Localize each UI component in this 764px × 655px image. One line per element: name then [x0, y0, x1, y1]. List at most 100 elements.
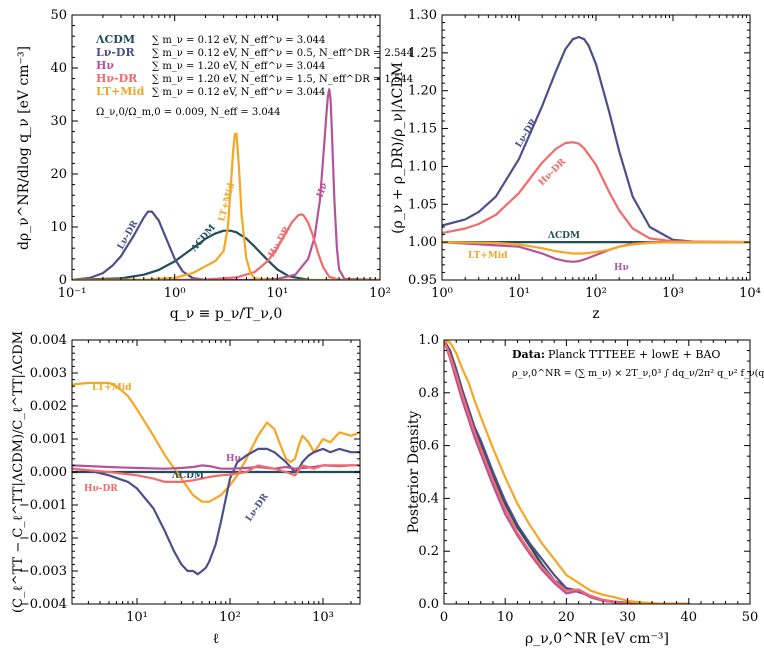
x-tick-label: 10⁴	[739, 286, 761, 301]
y-tick-label: 1.30	[408, 8, 437, 23]
panel-bottom-right-xlabel: ρ_ν,0^NR [eV cm⁻³]	[525, 631, 669, 647]
y-tick-label: 1.0	[418, 333, 439, 348]
legend-key-hnu: Hν	[96, 59, 114, 72]
y-tick-label: 10	[50, 220, 67, 235]
x-tick-label: 30	[619, 610, 636, 625]
x-tick-label: 10⁻¹	[58, 286, 87, 301]
y-tick-label: 0.001	[30, 432, 67, 447]
y-tick-label: 0.003	[30, 366, 67, 381]
series-lcdm-line	[72, 229, 310, 280]
series-hnu-line	[444, 340, 690, 604]
panel-top-left: 0 10 20 30 40 50 10⁻¹ 10⁰ 10¹ 10² ΛCDM ∑ m_ν = 0.…	[16, 8, 413, 322]
x-tick-label: 10¹	[126, 610, 148, 625]
y-tick-label: 50	[50, 8, 67, 23]
panel-top-right-series	[442, 35, 750, 263]
y-tick-label: −0.004	[19, 597, 67, 612]
x-tick-label: 10²	[219, 610, 241, 625]
annotation-ltmid-2: LT+Mid	[468, 251, 508, 261]
panel-bottom-right-ylabel: Posterior Density	[406, 410, 422, 533]
legend-note: Ω_ν,0/Ω_m,0 = 0.009, N_eff = 3.044	[96, 107, 280, 118]
y-tick-label: 20	[50, 167, 67, 182]
x-tick-label: 10	[497, 610, 514, 625]
panel-top-left-ylabel: dρ_ν^NR/dlog q_ν [eV cm⁻³]	[16, 46, 32, 250]
y-tick-label: 1.25	[408, 46, 437, 61]
panel-top-right-ticks: 0.95 1.00 1.05 1.10 1.15 1.20 1.25 1.30 10⁰ 10¹ 10…	[408, 8, 761, 301]
annotation-lnudr: Lν-DR	[116, 219, 141, 252]
annotation-lcdm-3: ΛCDM	[171, 471, 204, 481]
x-tick-label: 10¹	[508, 286, 530, 301]
x-tick-label: 10³	[312, 610, 334, 625]
panel-top-right: 0.95 1.00 1.05 1.10 1.15 1.20 1.25 1.30 10⁰ 10¹ 10…	[390, 8, 761, 322]
series-lcdm-line	[444, 340, 690, 604]
series-hnudr-line	[72, 213, 380, 280]
panel-top-right-xlabel: z	[592, 306, 599, 322]
series-hnudr-line	[442, 141, 750, 244]
y-tick-label: 1.00	[408, 235, 437, 250]
x-tick-label: 10¹	[266, 286, 288, 301]
panel-top-left-ticks: 0 10 20 30 40 50 10⁻¹ 10⁰ 10¹ 10²	[50, 8, 390, 301]
legend-key-ltmid: LT+Mid	[96, 85, 145, 98]
legend-text-hnudr: ∑ m_ν = 1.20 eV, N_eff^ν = 1.5, N_eff^DR…	[152, 74, 413, 85]
x-tick-label: 20	[558, 610, 575, 625]
y-tick-label: 0.0	[418, 597, 439, 612]
annotation-hnu: Hν	[315, 182, 329, 199]
data-label: Data:	[512, 348, 545, 361]
x-tick-label: 0	[440, 610, 448, 625]
legend-text-lnudr: ∑ m_ν = 0.12 eV, N_eff^ν = 0.5, N_eff^DR…	[152, 48, 413, 59]
panel-top-right-ylabel: (ρ_ν + ρ_DR)/ρ_ν|ΛCDM	[390, 62, 406, 234]
panel-top-right-frame	[441, 14, 751, 281]
panel-bottom-right-ticks: 0.0 0.2 0.4 0.6 0.8 1.0 0 10 20 30 40 50	[418, 333, 758, 625]
x-tick-label: 40	[681, 610, 698, 625]
y-tick-label: 0.6	[418, 439, 439, 454]
series-ltmid-line	[442, 241, 750, 255]
x-tick-label: 10³	[662, 286, 684, 301]
annotation-ltmid: LT+Mid	[217, 181, 237, 222]
y-tick-label: 1.20	[408, 84, 437, 99]
legend-text-lcdm: ∑ m_ν = 0.12 eV, N_eff^ν = 3.044	[152, 35, 325, 46]
series-ltmid-line	[444, 340, 690, 604]
legend-key-hnudr: Hν-DR	[96, 72, 138, 85]
y-tick-label: 1.15	[408, 122, 437, 137]
y-tick-label: −0.001	[19, 498, 67, 513]
series-hnudr-line	[444, 340, 690, 604]
formula: ρ_ν,0^NR = (∑ m_ν) × 2T_ν,0³ ∫ dq_ν/2π² …	[512, 368, 764, 379]
x-tick-label: 10²	[585, 286, 607, 301]
panel-top-left-series	[72, 88, 380, 280]
annotation-lnudr-2: Lν-DR	[514, 117, 539, 150]
panel-bottom-left-ticks: −0.004 −0.003 −0.002 −0.001 0.000 0.001 0.002 0…	[19, 333, 360, 625]
annotation-lcdm-2: ΛCDM	[547, 231, 580, 241]
y-tick-label: −0.002	[19, 531, 67, 546]
annotation-ltmid-3: LT+Mid	[92, 383, 132, 393]
panel-bottom-right-frame	[443, 339, 751, 605]
panel-top-left-legend: ΛCDM ∑ m_ν = 0.12 eV, N_eff^ν = 3.044 Lν…	[95, 33, 413, 118]
y-tick-label: 1.05	[408, 197, 437, 212]
annotation-hnudr: Hν-DR	[267, 225, 293, 260]
series-lnudr-line	[72, 447, 360, 576]
series-ltmid-line	[72, 132, 380, 280]
x-tick-label: 50	[742, 610, 759, 625]
panel-bottom-left-ylabel: (C_ℓ^TT − C_ℓ^TT|ΛCDM)/C_ℓ^TT|ΛCDM	[11, 331, 26, 613]
annotation-lcdm: ΛCDM	[189, 223, 218, 255]
y-tick-label: 0.004	[30, 333, 67, 348]
y-tick-label: 0.2	[418, 544, 439, 559]
x-tick-label: 10⁰	[431, 286, 453, 301]
data-text: Planck TTTEEE + lowE + BAO	[548, 348, 720, 361]
legend-key-lnudr: Lν-DR	[96, 46, 135, 59]
x-tick-label: 10⁰	[164, 286, 186, 301]
y-tick-label: 1.10	[408, 159, 437, 174]
annotation-hnu-2: Hν	[614, 263, 629, 273]
series-hnudr-line	[72, 464, 360, 483]
series-ltmid-line	[72, 381, 360, 503]
legend-text-hnu: ∑ m_ν = 1.20 eV, N_eff^ν = 3.044	[152, 61, 325, 72]
series-lnudr-line	[444, 340, 690, 604]
y-tick-label: 0.000	[30, 465, 67, 480]
y-tick-label: 0.4	[418, 491, 439, 506]
series-lnudr-line	[442, 35, 750, 244]
panel-bottom-left-xlabel: ℓ	[213, 631, 220, 647]
y-tick-label: 0.95	[408, 273, 437, 288]
panel-bottom-right: 0.0 0.2 0.4 0.6 0.8 1.0 0 10 20 30 40 50 Data: Plan…	[406, 333, 764, 647]
y-tick-label: 40	[50, 61, 67, 76]
annotation-hnu-3: Hν	[226, 454, 241, 464]
y-tick-label: 0.002	[30, 399, 67, 414]
